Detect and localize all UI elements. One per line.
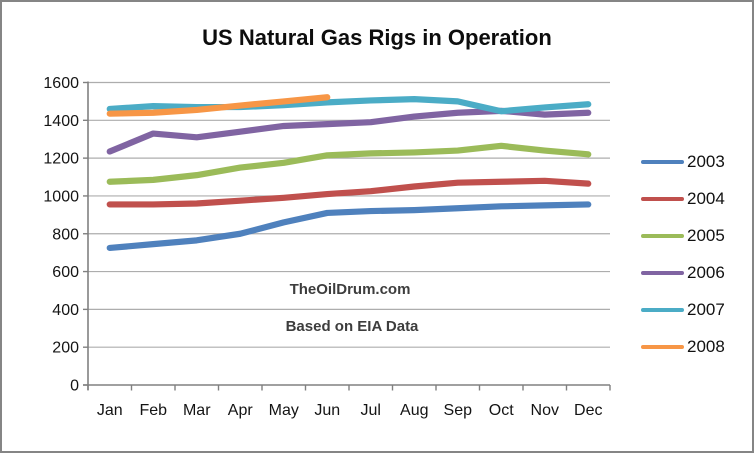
- legend-label: 2003: [687, 152, 725, 171]
- y-axis-label: 600: [52, 264, 79, 281]
- legend-item-2006: 2006: [641, 261, 725, 285]
- x-axis-label: Apr: [228, 402, 254, 419]
- x-axis-label: Oct: [489, 402, 514, 419]
- x-axis-label: Dec: [574, 402, 602, 419]
- legend-item-2004: 2004: [641, 187, 725, 211]
- legend-item-2007: 2007: [641, 298, 725, 322]
- legend-label: 2005: [687, 226, 725, 245]
- legend-line-icon: [641, 308, 684, 312]
- series-line-2008: [106, 94, 331, 117]
- watermark-source: Based on EIA Data: [285, 318, 419, 335]
- x-axis-label: May: [269, 402, 299, 419]
- y-axis-label: 200: [52, 340, 79, 357]
- y-axis-label: 1200: [43, 151, 79, 168]
- series-line-2003: [106, 201, 592, 252]
- y-axis-label: 400: [52, 302, 79, 319]
- x-axis-label: Nov: [531, 402, 559, 419]
- legend-item-2003: 2003: [641, 150, 725, 174]
- legend-item-2008: 2008: [641, 335, 725, 359]
- x-axis-label: Jul: [361, 402, 381, 419]
- series-line-2005: [106, 142, 592, 185]
- x-axis-label: Mar: [183, 402, 211, 419]
- y-axis-label: 800: [52, 226, 79, 243]
- legend-line-icon: [641, 197, 684, 201]
- legend-line-icon: [641, 234, 684, 238]
- y-axis-label: 1600: [43, 75, 79, 92]
- series-line-2004: [106, 177, 592, 208]
- x-axis-label: Sep: [444, 402, 473, 419]
- chart-title: US Natural Gas Rigs in Operation: [202, 25, 552, 50]
- legend-label: 2004: [687, 189, 725, 208]
- legend-label: 2007: [687, 300, 725, 319]
- x-axis-label: Aug: [400, 402, 428, 419]
- x-axis-label: Jun: [314, 402, 340, 419]
- legend: 2003 2004 2005 2006 2007 2008: [641, 150, 725, 359]
- series-line-2007: [106, 96, 592, 115]
- watermark-site: TheOilDrum.com: [289, 281, 411, 298]
- legend-line-icon: [641, 345, 684, 349]
- y-axis-label: 0: [70, 378, 79, 395]
- y-axis-label: 1400: [43, 113, 79, 130]
- y-axis-label: 1000: [43, 188, 79, 205]
- x-axis-label: Feb: [139, 402, 167, 419]
- x-axis-label: Jan: [97, 402, 123, 419]
- legend-line-icon: [641, 271, 684, 275]
- legend-label: 2008: [687, 337, 725, 356]
- legend-item-2005: 2005: [641, 224, 725, 248]
- legend-line-icon: [641, 160, 684, 164]
- legend-label: 2006: [687, 263, 725, 282]
